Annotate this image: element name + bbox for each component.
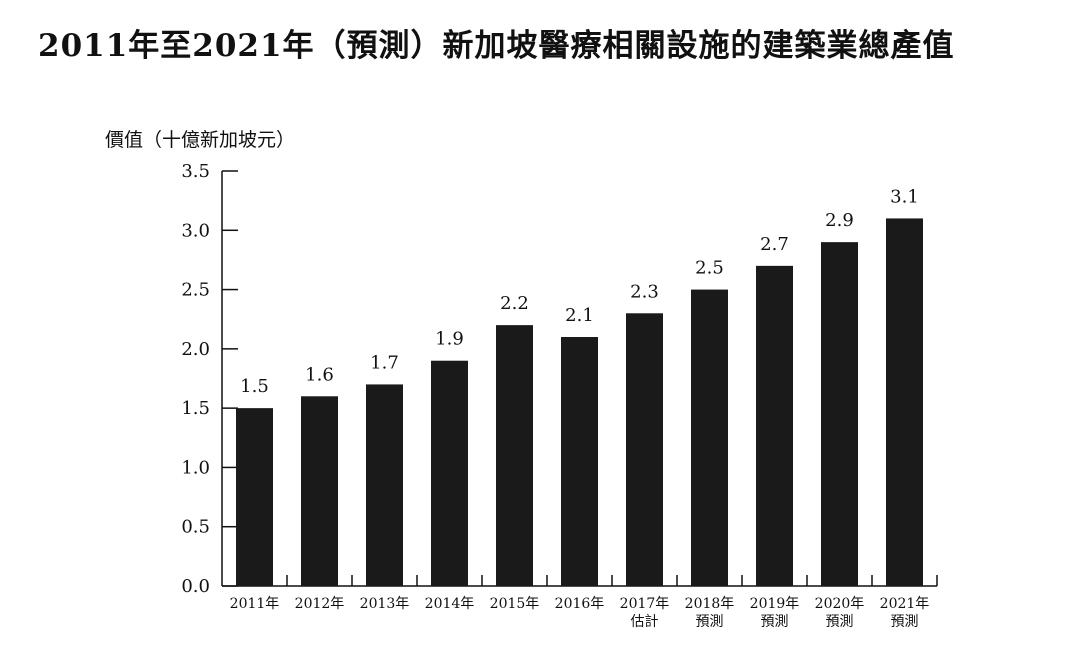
data-label: 1.7 xyxy=(370,352,399,373)
x-tick-label: 2021年 xyxy=(880,596,930,612)
bar xyxy=(821,242,858,586)
y-tick-label: 1.5 xyxy=(181,398,210,419)
bar xyxy=(756,265,793,586)
bar xyxy=(431,360,468,586)
x-tick-label: 2015年 xyxy=(490,596,540,612)
x-tick-label: 2018年 xyxy=(685,596,735,612)
bar xyxy=(626,313,663,586)
y-tick-label: 0.0 xyxy=(181,576,210,597)
data-label: 3.1 xyxy=(890,186,919,207)
data-label: 2.7 xyxy=(760,234,789,255)
bar xyxy=(366,384,403,586)
x-tick-label: 2020年 xyxy=(815,596,865,612)
x-tick-label: 2017年 xyxy=(620,596,670,612)
y-tick-label: 3.0 xyxy=(181,220,210,241)
x-tick-label: 2012年 xyxy=(295,596,345,612)
bars-group xyxy=(236,218,923,586)
data-label: 1.9 xyxy=(435,329,464,350)
chart-title: 2011年至2021年（預測）新加坡醫療相關設施的建築業總產值 xyxy=(38,28,955,64)
data-label: 2.5 xyxy=(695,258,724,279)
data-label: 1.5 xyxy=(240,376,269,397)
data-label: 2.3 xyxy=(630,281,659,302)
bar xyxy=(236,408,273,586)
bar xyxy=(691,289,728,586)
labels-group: 1.5 2011年 1.6 2012年 1.7 2013年 1.9 2014年 2.2 2015年… xyxy=(230,186,930,630)
x-tick-label: 預測 xyxy=(826,614,854,630)
x-tick-label: 預測 xyxy=(696,614,724,630)
bar xyxy=(301,396,338,586)
x-tick-label: 2013年 xyxy=(360,596,410,612)
data-label: 2.9 xyxy=(825,210,854,231)
y-tick-label: 3.5 xyxy=(181,161,210,182)
bar xyxy=(496,325,533,586)
bar xyxy=(561,337,598,586)
x-tick-label: 2011年 xyxy=(230,596,280,612)
data-label: 2.2 xyxy=(500,293,529,314)
x-tick-label: 預測 xyxy=(761,614,789,630)
data-label: 1.6 xyxy=(305,364,334,385)
y-tick-label: 2.5 xyxy=(181,280,210,301)
y-tick-label: 2.0 xyxy=(181,339,210,360)
y-tick-label: 1.0 xyxy=(181,457,210,478)
y-axis-label: 價值（十億新加坡元） xyxy=(105,129,295,151)
x-tick-label: 估計 xyxy=(631,614,659,630)
bar xyxy=(886,218,923,586)
x-tick-label: 2016年 xyxy=(555,596,605,612)
y-tick-label: 0.5 xyxy=(181,517,210,538)
x-tick-label: 2014年 xyxy=(425,596,475,612)
x-tick-label: 預測 xyxy=(891,614,919,630)
x-tick-label: 2019年 xyxy=(750,596,800,612)
data-label: 2.1 xyxy=(565,305,594,326)
